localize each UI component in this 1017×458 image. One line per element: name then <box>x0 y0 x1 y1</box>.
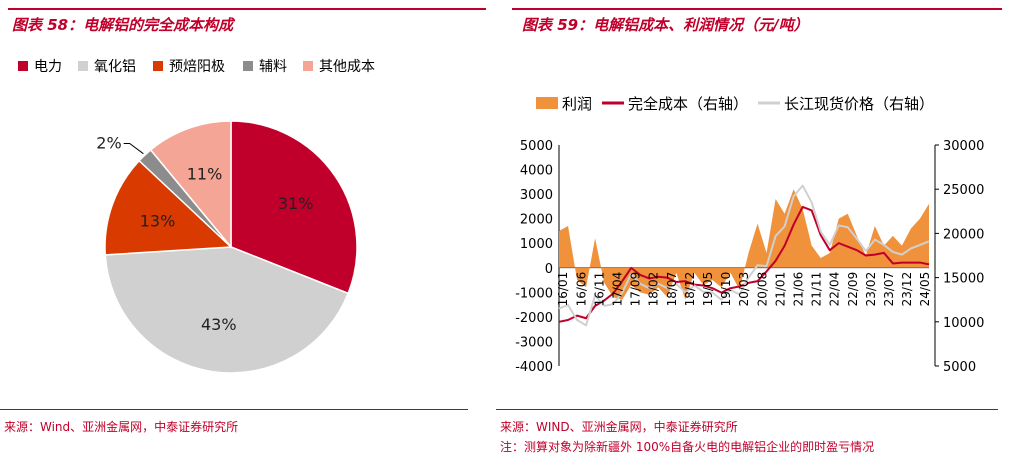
profit-cost-chart: 利润 完全成本（右轴） 长江现货价格（右轴） 5000 4000 3000 2000 100… <box>515 95 984 375</box>
pie-slice-2 <box>104 159 233 256</box>
legend-swatch-0 <box>18 61 28 71</box>
legend-label-0: 电力 <box>34 59 62 75</box>
x-tick-label-3: 17/04 <box>611 272 625 307</box>
y-left-tick-6: -1000 <box>515 286 553 301</box>
legend-label-4: 其他成本 <box>319 59 375 75</box>
pie-legend: 电力 氧化铝 预焙阳极 辅料 其他成本 <box>18 59 375 75</box>
pie-label-4: 11% <box>187 164 223 183</box>
x-tick-label-8: 19/05 <box>701 272 715 307</box>
x-tick-label-11: 20/08 <box>755 272 769 307</box>
x-tick-label-1: 16/06 <box>574 272 588 307</box>
x-tick-label-7: 18/12 <box>683 272 697 307</box>
right-chart-title: 图表 59：电解铝成本、利润情况（元/吨） <box>522 16 809 34</box>
left-source-rule <box>0 409 468 410</box>
pie-label-2: 13% <box>140 212 176 231</box>
x-tick-label-10: 20/03 <box>737 272 751 307</box>
profit-area <box>559 189 929 300</box>
left-chart-title: 图表 58：电解铝的完全成本构成 <box>12 16 234 34</box>
x-tick-label-13: 21/06 <box>792 272 806 307</box>
legend-label-1: 氧化铝 <box>94 59 136 75</box>
legend-label-2: 预焙阳极 <box>169 59 225 75</box>
x-tick-label-2: 16/11 <box>592 272 606 307</box>
y-left-tick-2: 3000 <box>520 188 553 203</box>
y-right-tick-3: 15000 <box>943 272 984 287</box>
legend-label-1: 完全成本（右轴） <box>628 95 748 113</box>
series-line-2 <box>558 184 930 327</box>
pie-slice-4 <box>149 120 232 250</box>
legend-label-0: 利润 <box>562 95 592 113</box>
x-tick-label-14: 21/11 <box>810 272 824 307</box>
legend-label-3: 辅料 <box>259 59 287 75</box>
x-tick-label-17: 23/02 <box>864 272 878 307</box>
legend-swatch-3 <box>243 61 253 71</box>
line-legend: 利润 完全成本（右轴） 长江现货价格（右轴） <box>536 95 934 113</box>
pie-slice-0 <box>230 120 358 295</box>
right-source-rule <box>496 409 998 410</box>
x-tick-labels: 16/01 16/06 16/11 17/04 17/09 18/02 18/07 18/12… <box>556 272 932 307</box>
legend-swatch-4 <box>303 61 313 71</box>
y-left-tick-7: -2000 <box>515 311 553 326</box>
y-left-tick-5: 0 <box>545 262 553 277</box>
legend-swatch-2 <box>153 61 163 71</box>
x-tick-label-16: 22/09 <box>846 272 860 307</box>
pie-slices <box>104 120 358 374</box>
y-right-tick-1: 25000 <box>943 183 984 198</box>
y-left-tick-3: 2000 <box>520 213 553 228</box>
x-tick-label-15: 22/04 <box>828 272 842 307</box>
legend-swatch-1 <box>78 61 88 71</box>
right-title-rule <box>512 8 1002 10</box>
y-right-tick-5: 5000 <box>943 360 976 375</box>
x-tick-label-9: 19/10 <box>719 272 733 307</box>
x-tick-label-0: 16/01 <box>556 272 570 307</box>
pie-slice-1 <box>104 246 350 374</box>
y-left-tick-4: 1000 <box>520 237 553 252</box>
pie-labels: 31% 43% 13% 2% 11% <box>96 133 313 334</box>
profit-area-path <box>559 189 929 300</box>
right-note-text: 注：测算对象为除新疆外 100%自备火电的电解铝企业的即时盈亏情况 <box>500 440 875 454</box>
legend-label-2: 长江现货价格（右轴） <box>784 95 934 113</box>
y-left-tick-9: -4000 <box>515 360 553 375</box>
x-tick-label-19: 23/12 <box>900 272 914 307</box>
line-series <box>558 184 930 327</box>
x-tick-label-20: 24/05 <box>918 272 932 307</box>
legend-swatch-0 <box>536 97 558 109</box>
pie-label-1: 43% <box>201 315 237 334</box>
y-right-tick-4: 10000 <box>943 316 984 331</box>
pie-label-0: 31% <box>278 194 314 213</box>
pie-leader-3 <box>123 142 144 155</box>
y-left-tick-1: 4000 <box>520 164 553 179</box>
right-source-text: 来源：WIND、亚洲金属网，中泰证券研究所 <box>500 420 738 434</box>
x-tick-label-18: 23/07 <box>882 272 896 307</box>
y-left-tick-8: -3000 <box>515 335 553 350</box>
x-tick-label-6: 18/07 <box>665 272 679 307</box>
left-title-rule <box>8 8 486 10</box>
pie-label-3: 2% <box>96 133 121 152</box>
x-tick-label-4: 17/09 <box>629 272 643 307</box>
x-tick-label-12: 21/01 <box>773 272 787 307</box>
y-right-tick-0: 30000 <box>943 139 984 154</box>
y-right-tick-2: 20000 <box>943 227 984 242</box>
line-axes: 500040003000200010000-1000-2000-3000-400… <box>515 139 984 375</box>
left-source-text: 来源：Wind、亚洲金属网，中泰证券研究所 <box>4 420 239 434</box>
y-left-tick-0: 5000 <box>520 139 553 154</box>
pie-chart: 电力 氧化铝 预焙阳极 辅料 其他成本 31% 43% 13% 2% 11% <box>18 59 375 374</box>
x-tick-label-5: 18/02 <box>647 272 661 307</box>
